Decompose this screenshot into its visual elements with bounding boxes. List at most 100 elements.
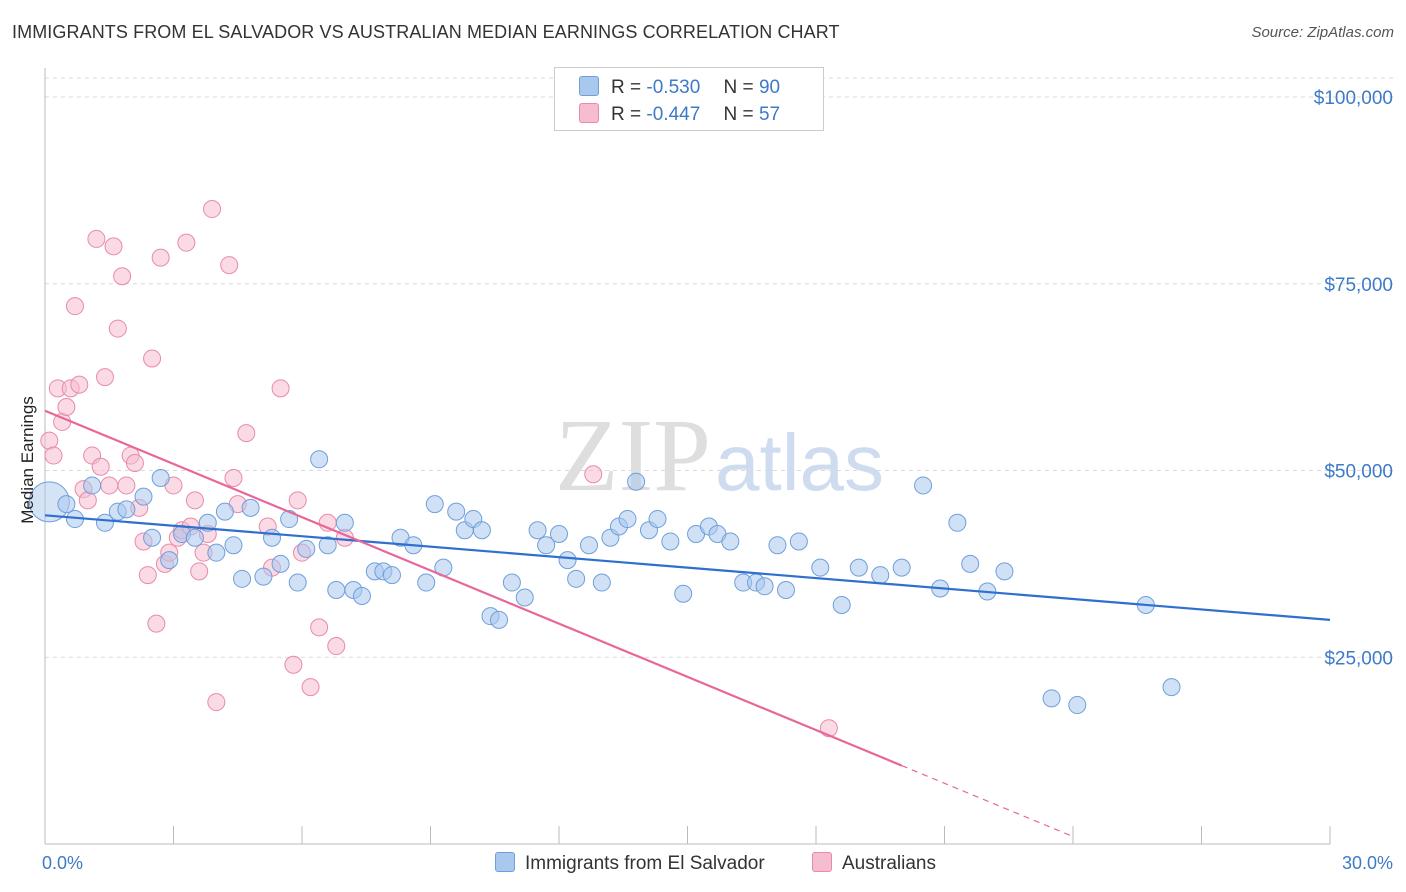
- australians-point: [87, 229, 106, 248]
- el-salvador-point: [447, 502, 466, 521]
- el-salvador-point: [207, 543, 226, 562]
- el-salvador-point: [914, 476, 933, 495]
- australians-point: [78, 491, 97, 510]
- australians-point: [125, 454, 144, 473]
- el-salvador-point: [515, 588, 534, 607]
- el-salvador-point: [263, 528, 282, 547]
- el-salvador-point: [832, 595, 851, 614]
- australians-point: [117, 476, 136, 495]
- el-salvador-point: [417, 573, 436, 592]
- el-salvador-point: [151, 468, 170, 487]
- legend-row-australians: R = -0.447 N = 57: [579, 103, 780, 129]
- australians-point: [113, 267, 132, 286]
- el-salvador-point: [215, 502, 234, 521]
- el-salvador-point: [528, 521, 547, 540]
- el-salvador-point: [288, 573, 307, 592]
- legend-n-label: N =: [723, 104, 754, 125]
- el-salvador-point: [160, 551, 179, 570]
- el-salvador-point: [335, 513, 354, 532]
- el-salvador-point: [425, 495, 444, 514]
- el-salvador-point: [233, 569, 252, 588]
- el-salvador-point: [755, 577, 774, 596]
- el-salvador-point: [995, 562, 1014, 581]
- el-salvador-point: [318, 536, 337, 555]
- el-salvador-point: [472, 521, 491, 540]
- australians-point: [301, 678, 320, 697]
- el-salvador-point: [674, 584, 693, 603]
- australians-point: [104, 237, 123, 256]
- y-tick-label: $50,000: [1324, 462, 1393, 483]
- australians-trend-line: [44, 409, 903, 767]
- australians-point: [65, 297, 84, 316]
- australians-point: [237, 424, 256, 443]
- el-salvador-point: [849, 558, 868, 577]
- australians-point: [91, 457, 110, 476]
- trend-lines: [44, 409, 1331, 838]
- australians-trend-extension: [901, 765, 1074, 838]
- y-tick-label: $75,000: [1324, 275, 1393, 296]
- australians-point: [57, 398, 76, 417]
- australians-point: [310, 618, 329, 637]
- legend-r-value: -0.447: [646, 104, 701, 125]
- australians-point: [190, 562, 209, 581]
- australians-point: [819, 719, 838, 738]
- australians-point: [100, 476, 119, 495]
- bottom-legend-australians: Australians: [812, 852, 936, 875]
- australians-point: [147, 614, 166, 633]
- axes: [44, 68, 1331, 845]
- el-salvador-point: [1042, 689, 1061, 708]
- el-salvador-point: [382, 566, 401, 585]
- el-salvador-point: [789, 532, 808, 551]
- legend-r-label: R =: [611, 104, 642, 125]
- el-salvador-point: [185, 528, 204, 547]
- el-salvador-point: [198, 513, 217, 532]
- el-salvador-point: [297, 539, 316, 558]
- el-salvador-point: [310, 450, 329, 469]
- legend-swatch-blue: [579, 76, 599, 96]
- australians-point: [207, 693, 226, 712]
- el-salvador-point: [592, 573, 611, 592]
- el-salvador-point: [83, 476, 102, 495]
- el-salvador-point: [811, 558, 830, 577]
- y-tick-label: $25,000: [1324, 648, 1393, 669]
- el-salvador-point: [661, 532, 680, 551]
- el-salvador-point: [1068, 696, 1087, 715]
- el-salvador-point: [95, 513, 114, 532]
- watermark-zip: ZIP: [555, 398, 711, 513]
- el-salvador-point: [777, 581, 796, 600]
- legend-n-label: N =: [723, 77, 754, 98]
- australians-point: [70, 375, 89, 394]
- x-tick-label: 0.0%: [42, 853, 83, 873]
- y-axis-label: Median Earnings: [18, 396, 37, 524]
- australians-point: [271, 379, 290, 398]
- el-salvador-points: [28, 450, 1181, 715]
- el-salvador-point: [567, 569, 586, 588]
- australians-point: [220, 256, 239, 275]
- australians-point: [203, 200, 222, 219]
- el-salvador-point: [558, 551, 577, 570]
- el-salvador-point: [143, 528, 162, 547]
- australians-point: [44, 446, 63, 465]
- chart-title: IMMIGRANTS FROM EL SALVADOR VS AUSTRALIA…: [12, 22, 840, 42]
- el-salvador-point: [721, 532, 740, 551]
- legend-r-value: -0.530: [646, 77, 701, 98]
- y-tick-label: $100,000: [1314, 88, 1393, 109]
- el-salvador-point: [948, 513, 967, 532]
- legend-n-value: 90: [758, 77, 781, 98]
- el-salvador-point: [961, 554, 980, 573]
- el-salvador-point: [280, 510, 299, 529]
- australians-point: [327, 637, 346, 656]
- australians-point: [143, 349, 162, 368]
- el-salvador-point: [57, 495, 76, 514]
- legend-swatch-pink: [579, 103, 599, 123]
- el-salvador-point: [502, 573, 521, 592]
- bottom-legend-label: Australians: [842, 853, 936, 874]
- legend-r-label: R =: [611, 77, 642, 98]
- el-salvador-point: [871, 566, 890, 585]
- el-salvador-point: [648, 510, 667, 529]
- australians-point: [224, 468, 243, 487]
- australians-point: [177, 233, 196, 252]
- correlation-legend: R = -0.530 N = 90 R = -0.447 N = 57: [554, 67, 824, 131]
- el-salvador-point: [490, 610, 509, 629]
- el-salvador-point: [627, 472, 646, 491]
